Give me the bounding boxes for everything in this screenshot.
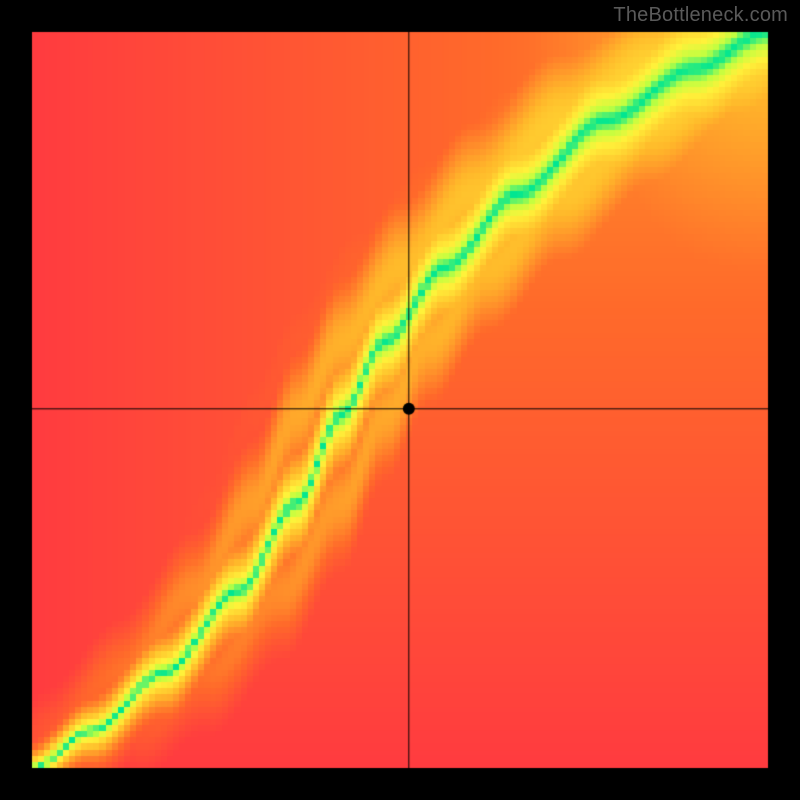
bottleneck-heatmap bbox=[0, 0, 800, 800]
chart-container: TheBottleneck.com bbox=[0, 0, 800, 800]
watermark-text: TheBottleneck.com bbox=[613, 4, 788, 27]
